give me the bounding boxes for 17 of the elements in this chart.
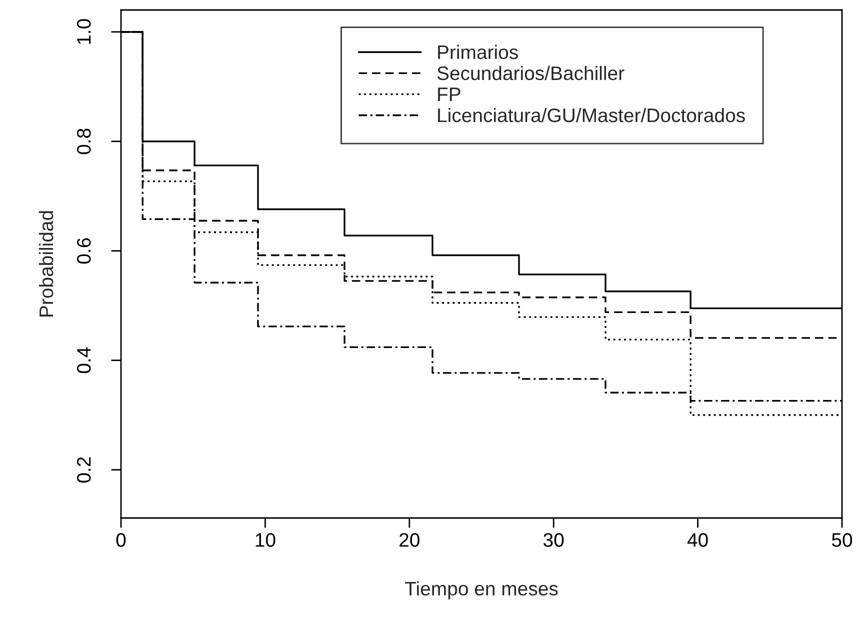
legend-label: Primarios: [438, 44, 518, 60]
y-tick-label: 0.8: [77, 128, 91, 154]
legend-label: FP: [438, 88, 460, 102]
y-tick-label: 0.4: [77, 347, 91, 374]
y-axis-title: Probabilidad: [38, 211, 54, 316]
legend-label: Licenciatura/GU/Master/Doctorados: [438, 108, 745, 122]
legend-label: Secundarios/Bachiller: [437, 66, 624, 80]
x-tick-label: 40: [687, 533, 708, 547]
x-tick-label: 0: [116, 533, 126, 547]
y-tick-label: 0.2: [77, 457, 91, 483]
x-tick-label: 50: [832, 533, 852, 547]
y-tick-label: 0.6: [77, 238, 91, 264]
x-tick-label: 20: [400, 533, 420, 547]
x-tick-label: 30: [544, 533, 564, 547]
x-axis-title: Tiempo en meses: [405, 581, 558, 600]
y-tick-label: 1.0: [77, 19, 91, 44]
x-tick-label: 10: [256, 533, 276, 547]
